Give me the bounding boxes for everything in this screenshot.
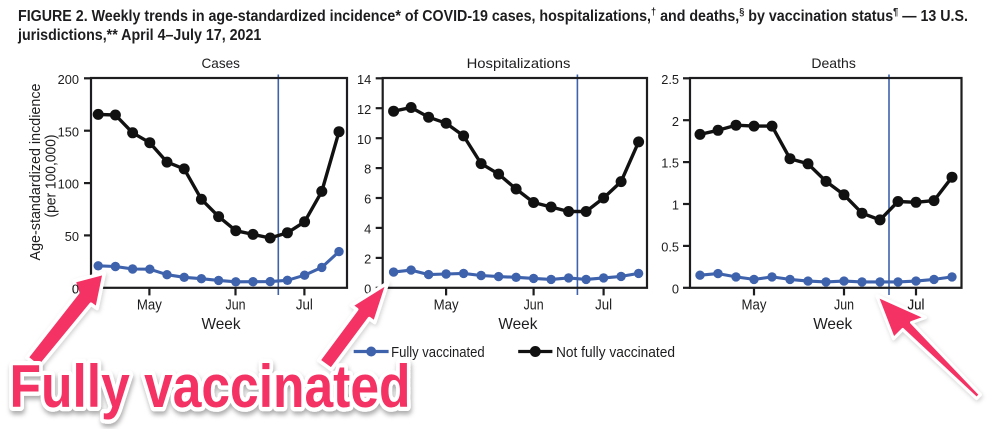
svg-text:May: May	[742, 297, 767, 314]
svg-text:Jun: Jun	[834, 297, 854, 314]
svg-text:8: 8	[364, 162, 371, 177]
svg-text:150: 150	[58, 124, 79, 139]
svg-text:100: 100	[58, 177, 79, 192]
svg-text:Week: Week	[498, 316, 538, 333]
svg-text:2: 2	[364, 252, 371, 267]
svg-text:200: 200	[58, 72, 79, 87]
svg-text:12: 12	[357, 102, 371, 117]
svg-text:Jun: Jun	[524, 297, 544, 314]
svg-text:0: 0	[72, 281, 79, 296]
svg-text:0.5: 0.5	[661, 240, 679, 255]
svg-text:6: 6	[364, 192, 371, 207]
svg-text:4: 4	[364, 222, 371, 237]
svg-text:Not fully vaccinated: Not fully vaccinated	[556, 345, 675, 361]
svg-text:2: 2	[672, 114, 679, 129]
svg-text:Jul: Jul	[595, 297, 612, 314]
svg-text:Jul: Jul	[296, 297, 313, 314]
svg-text:May: May	[434, 297, 459, 314]
svg-text:(per 100,000): (per 100,000)	[44, 135, 60, 218]
svg-text:0: 0	[364, 281, 371, 296]
svg-text:0: 0	[672, 281, 679, 296]
svg-text:May: May	[137, 297, 162, 314]
svg-text:1: 1	[672, 198, 679, 213]
svg-text:Age-standardized incdience: Age-standardized incdience	[28, 84, 44, 261]
svg-text:2.5: 2.5	[661, 72, 679, 87]
svg-text:10: 10	[357, 132, 371, 147]
svg-text:Jul: Jul	[908, 297, 925, 314]
svg-text:14: 14	[357, 72, 371, 87]
svg-text:Fully vaccinated: Fully vaccinated	[10, 352, 411, 420]
svg-text:1.5: 1.5	[661, 156, 679, 171]
svg-text:Week: Week	[813, 316, 853, 333]
svg-text:Cases: Cases	[202, 55, 240, 71]
svg-text:Deaths: Deaths	[811, 55, 856, 71]
svg-text:Jul: Jul	[908, 297, 925, 314]
svg-text:50: 50	[65, 229, 79, 244]
svg-text:Jun: Jun	[226, 297, 246, 314]
svg-text:Week: Week	[202, 316, 242, 333]
svg-text:Hospitalizations: Hospitalizations	[467, 55, 571, 71]
svg-text:Fully vaccinated: Fully vaccinated	[391, 345, 485, 361]
